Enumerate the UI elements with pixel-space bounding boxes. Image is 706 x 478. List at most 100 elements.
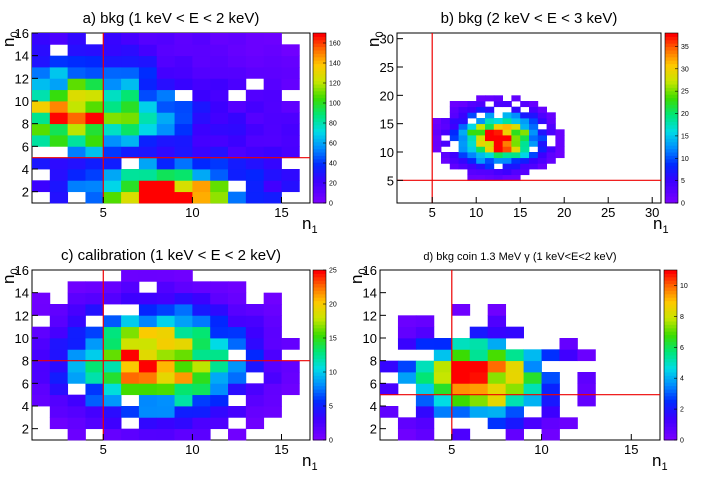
heatmap-cell (49, 372, 69, 384)
heatmap-cell (263, 55, 282, 68)
heatmap-cell (263, 67, 282, 79)
heatmap-cell (156, 146, 175, 159)
heatmap-cell (263, 33, 282, 45)
heatmap-cell (458, 106, 468, 113)
heatmap-cell (502, 157, 512, 164)
y-tick-label: 14 (15, 49, 29, 64)
color-bar-segment (664, 341, 677, 346)
heatmap-cell (263, 349, 282, 362)
heatmap-cell (397, 360, 417, 373)
heatmap-cell (451, 394, 471, 407)
heatmap-cell (85, 157, 104, 170)
heatmap-cell (485, 112, 495, 119)
heatmap-cell (138, 338, 158, 350)
heatmap-cell (121, 55, 140, 68)
heatmap-cell (441, 157, 451, 164)
heatmap-cell (192, 383, 211, 396)
heatmap-cell (502, 169, 512, 176)
heatmap-cell (441, 152, 451, 159)
color-bar-segment (665, 77, 678, 82)
heatmap-cell (67, 292, 86, 305)
heatmap-cell (511, 140, 521, 147)
color-bar-segment (313, 186, 326, 190)
heatmap-cell (263, 180, 282, 193)
y-axis-label: n0 (0, 31, 21, 47)
heatmap-cell (559, 338, 578, 350)
heatmap-cell (245, 169, 265, 181)
heatmap-cell (228, 101, 247, 113)
heatmap-cell (121, 78, 140, 91)
heatmap-cell (85, 78, 104, 91)
heatmap-cell (245, 349, 265, 362)
color-bar-segment (665, 196, 678, 201)
heatmap-cell (493, 129, 503, 136)
heatmap-cell (449, 129, 459, 136)
color-bar-segment (664, 392, 677, 397)
heatmap-cell (263, 315, 282, 328)
heatmap-cell (493, 146, 503, 153)
heatmap-cell (529, 129, 539, 136)
heatmap-cell (174, 383, 193, 396)
heatmap-cell (67, 33, 86, 45)
heatmap-cell (85, 304, 104, 316)
heatmap-cell (121, 428, 140, 441)
heatmap-cell (85, 338, 104, 350)
color-bar: 0 20 40 60 80 100 120 140 160 (312, 32, 341, 208)
color-bar-segment (313, 131, 326, 136)
heatmap-cell (449, 106, 459, 113)
heatmap-cell (433, 383, 453, 396)
color-bar-segment (313, 385, 326, 390)
color-bar-segment (664, 351, 677, 356)
heatmap-cell (380, 383, 399, 396)
color-bar-segment (313, 124, 326, 129)
heatmap-cell (85, 394, 104, 407)
heatmap-cell (192, 360, 211, 373)
heatmap-cell (502, 129, 512, 136)
heatmap-cell (156, 89, 175, 102)
heatmap-cell (156, 33, 175, 45)
heatmap-cells (380, 304, 596, 441)
heatmap-cell (32, 157, 51, 170)
heatmap-cell (281, 101, 300, 113)
color-bar-segment (664, 358, 677, 363)
heatmap-cell (156, 417, 175, 430)
heatmap-cell (546, 129, 556, 136)
y-tick-label: 16 (15, 26, 29, 41)
color-bar-segment (313, 199, 326, 204)
heatmap-cell (487, 315, 507, 328)
heatmap-cell (103, 146, 122, 159)
color-bar-segment (313, 179, 326, 184)
color-bar-segment (313, 162, 326, 167)
heatmap-cell (523, 349, 542, 362)
color-bar-frame (664, 32, 679, 204)
color-bar-segment (665, 199, 678, 204)
heatmap-cell (138, 123, 158, 136)
heatmap-cell (476, 129, 486, 136)
heatmap-cell (192, 169, 211, 181)
heatmap-cell (245, 33, 265, 45)
x-axis-label: n1 (302, 451, 318, 473)
color-bar-segment (664, 310, 677, 315)
heatmap-cell (432, 140, 442, 147)
color-bar-tick-label: 20 (329, 302, 337, 309)
color-bar-frame (312, 269, 327, 441)
color-bar-segment (313, 107, 326, 112)
heatmap-cell (192, 372, 211, 384)
heatmap-cell (210, 157, 229, 170)
heatmap-cell (121, 89, 140, 102)
heatmap-cell (138, 270, 158, 282)
heatmap-cell (487, 417, 507, 430)
heatmap-cell (541, 394, 560, 407)
heatmap-cell (485, 123, 495, 130)
color-bar-segment (665, 111, 678, 116)
heatmap-cell (529, 135, 539, 142)
heatmap-cell (210, 292, 229, 305)
heatmap-cell (505, 383, 524, 396)
heatmap-cell (210, 394, 229, 407)
heatmap-cell (49, 180, 69, 193)
heatmap-cell (85, 292, 104, 305)
color-bar-tick-label: 25 (329, 268, 337, 275)
y-tick-label: 14 (363, 286, 377, 301)
heatmap-cell (537, 140, 547, 147)
y-tick-label: 4 (22, 399, 29, 414)
